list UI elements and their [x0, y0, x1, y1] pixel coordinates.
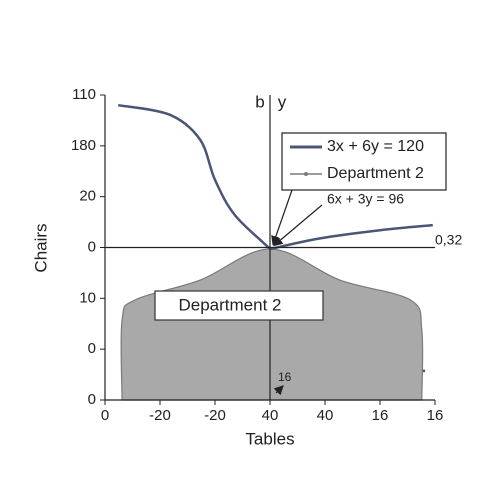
annotation: 6x + 3y = 96	[327, 191, 404, 207]
legend-label: 3x + 6y = 120	[327, 138, 424, 155]
legend-dot	[304, 172, 308, 176]
arrow	[273, 385, 284, 396]
legend-label: Department 2	[327, 165, 424, 182]
arrow	[271, 189, 293, 246]
x-tick-label: 40	[317, 407, 334, 424]
x-tick-label: 16	[427, 407, 444, 424]
annotation: Department 2	[179, 295, 282, 314]
y-tick-label: 10	[79, 289, 96, 306]
x-tick-label: 40	[262, 407, 279, 424]
y-tick-label: 180	[71, 137, 96, 154]
y-tick-label: 0	[88, 238, 96, 255]
x-tick-label: -20	[204, 407, 226, 424]
x-axis-title: Tables	[245, 429, 294, 448]
legend: 3x + 6y = 120 Department 2	[281, 132, 447, 191]
legend-item: 3x + 6y = 120	[290, 138, 424, 155]
annotation-box	[154, 290, 324, 321]
x-tick-label: 0	[101, 407, 109, 424]
legend-box	[281, 132, 447, 191]
y-tick-label: 110	[72, 86, 96, 103]
annotation: y	[278, 92, 287, 111]
line	[269, 223, 433, 251]
y-tick-label: 20	[79, 188, 96, 205]
legend-item: Department 2	[290, 165, 424, 182]
annotation: 0,32	[435, 232, 462, 248]
annotation: b	[255, 92, 264, 111]
y-axis-title: Chairs	[31, 223, 50, 272]
annotation: 16	[278, 370, 292, 384]
x-tick-label: 16	[372, 407, 389, 424]
arrow	[273, 204, 323, 247]
y-tick-label: 0	[88, 340, 96, 357]
y-tick-label: 0	[88, 391, 96, 408]
x-tick-label: -20	[149, 407, 171, 424]
